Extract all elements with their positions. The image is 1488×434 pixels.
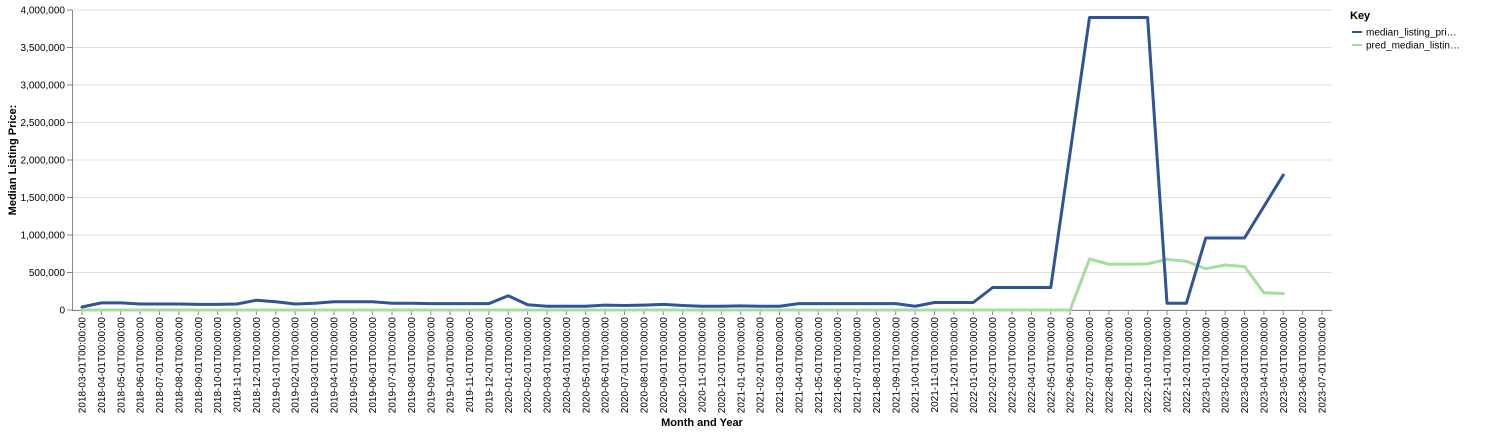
legend-title: Key: [1350, 10, 1371, 22]
x-tick-label: 2020-02-01T00:00:00: [523, 317, 534, 414]
legend: Key median_listing_pri… pred_median_listi…: [1350, 10, 1460, 52]
y-tick-label: 3,000,000: [21, 81, 66, 92]
x-tick-label: 2022-05-01T00:00:00: [1046, 317, 1057, 414]
x-tick-label: 2021-08-01T00:00:00: [872, 317, 883, 414]
y-tick-label: 500,000: [29, 268, 66, 279]
x-tick-label: 2023-07-01T00:00:00: [1318, 317, 1329, 414]
x-tick-label: 2018-12-01T00:00:00: [252, 317, 263, 414]
y-tick-label: 2,500,000: [21, 118, 66, 129]
x-tick-label: 2020-06-01T00:00:00: [601, 317, 612, 414]
series-line-median-listing-price: [80, 16, 1285, 309]
x-tick-label: 2020-09-01T00:00:00: [659, 317, 670, 414]
y-tick-label: 0: [59, 306, 65, 317]
x-tick-label: 2022-10-01T00:00:00: [1143, 317, 1154, 414]
x-tick-label: 2022-06-01T00:00:00: [1066, 317, 1077, 414]
x-tick-label: 2021-12-01T00:00:00: [949, 317, 960, 414]
x-tick-label: 2022-03-01T00:00:00: [1008, 317, 1019, 414]
x-tick-label: 2020-05-01T00:00:00: [581, 317, 592, 414]
x-tick-label: 2019-02-01T00:00:00: [291, 317, 302, 414]
x-tick-label: 2021-06-01T00:00:00: [833, 317, 844, 414]
y-axis-title: Median Listing Price:: [7, 105, 19, 216]
y-tick-label: 1,500,000: [21, 193, 66, 204]
x-tick-label: 2020-07-01T00:00:00: [620, 317, 631, 414]
x-tick-label: 2018-05-01T00:00:00: [116, 317, 127, 414]
x-tick-label: 2019-06-01T00:00:00: [368, 317, 379, 414]
series-layer: [80, 16, 1285, 312]
legend-label: pred_median_listin…: [1366, 41, 1460, 52]
series-line-pred-median-listing-price: [80, 257, 1285, 312]
x-tick-label: 2022-07-01T00:00:00: [1085, 317, 1096, 414]
x-tick-label: 2018-10-01T00:00:00: [213, 317, 224, 414]
x-tick-label: 2019-11-01T00:00:00: [465, 317, 476, 413]
x-tick-label: 2022-11-01T00:00:00: [1163, 317, 1174, 413]
x-tick-label: 2021-02-01T00:00:00: [756, 317, 767, 414]
x-tick-label: 2022-04-01T00:00:00: [1027, 317, 1038, 414]
x-tick-label: 2020-11-01T00:00:00: [698, 317, 709, 413]
x-tick-label: 2018-09-01T00:00:00: [194, 317, 205, 414]
x-tick-label: 2019-08-01T00:00:00: [407, 317, 418, 414]
x-tick-label: 2021-03-01T00:00:00: [775, 317, 786, 414]
y-tick-label: 3,500,000: [21, 43, 66, 54]
x-tick-label: 2018-04-01T00:00:00: [97, 317, 108, 414]
x-tick-label: 2020-10-01T00:00:00: [678, 317, 689, 414]
x-tick-label: 2023-03-01T00:00:00: [1240, 317, 1251, 414]
x-tick-label: 2019-07-01T00:00:00: [388, 317, 399, 414]
x-tick-label: 2019-10-01T00:00:00: [446, 317, 457, 414]
x-tick-label: 2021-01-01T00:00:00: [736, 317, 747, 414]
x-tick-label: 2018-11-01T00:00:00: [233, 317, 244, 413]
x-tick-label: 2018-07-01T00:00:00: [155, 317, 166, 414]
x-tick-label: 2019-01-01T00:00:00: [271, 317, 282, 414]
x-axis-ticks: 2018-03-01T00:00:00 2018-04-01T00:00:00 20…: [78, 310, 1329, 413]
y-tick-label: 1,000,000: [21, 231, 66, 242]
x-tick-label: 2021-09-01T00:00:00: [891, 317, 902, 414]
x-tick-label: 2022-02-01T00:00:00: [988, 317, 999, 414]
x-tick-label: 2020-04-01T00:00:00: [562, 317, 573, 414]
x-tick-label: 2019-04-01T00:00:00: [329, 317, 340, 414]
x-tick-label: 2023-04-01T00:00:00: [1259, 317, 1270, 414]
x-tick-label: 2021-10-01T00:00:00: [911, 317, 922, 414]
x-tick-label: 2022-09-01T00:00:00: [1124, 317, 1135, 414]
x-tick-label: 2021-11-01T00:00:00: [930, 317, 941, 413]
y-tick-label: 4,000,000: [21, 6, 66, 17]
x-tick-label: 2018-08-01T00:00:00: [174, 317, 185, 414]
y-gridlines: [72, 9, 1332, 311]
x-tick-label: 2023-01-01T00:00:00: [1201, 317, 1212, 414]
x-tick-label: 2019-03-01T00:00:00: [310, 317, 321, 414]
x-tick-label: 2021-05-01T00:00:00: [814, 317, 825, 414]
legend-label: median_listing_pri…: [1366, 28, 1457, 39]
x-tick-label: 2022-01-01T00:00:00: [969, 317, 980, 414]
x-axis-title: Month and Year: [661, 417, 743, 429]
x-tick-label: 2021-04-01T00:00:00: [794, 317, 805, 414]
x-tick-label: 2018-06-01T00:00:00: [136, 317, 147, 414]
x-tick-label: 2022-08-01T00:00:00: [1104, 317, 1115, 414]
x-tick-label: 2019-05-01T00:00:00: [349, 317, 360, 414]
x-tick-label: 2020-03-01T00:00:00: [543, 317, 554, 414]
x-tick-label: 2018-03-01T00:00:00: [78, 317, 89, 414]
x-tick-label: 2020-01-01T00:00:00: [504, 317, 515, 414]
x-tick-label: 2020-12-01T00:00:00: [717, 317, 728, 414]
x-tick-label: 2023-02-01T00:00:00: [1221, 317, 1232, 414]
x-tick-label: 2021-07-01T00:00:00: [853, 317, 864, 414]
x-tick-label: 2022-12-01T00:00:00: [1182, 317, 1193, 414]
x-tick-label: 2023-05-01T00:00:00: [1279, 317, 1290, 414]
y-tick-label: 2,000,000: [21, 156, 66, 167]
x-tick-label: 2020-08-01T00:00:00: [639, 317, 650, 414]
x-tick-label: 2019-09-01T00:00:00: [426, 317, 437, 414]
x-tick-label: 2019-12-01T00:00:00: [484, 317, 495, 414]
y-axis-ticks: 0 500,000 1,000,000 1,500,000 2,000,000 2,500…: [21, 6, 72, 317]
x-tick-label: 2023-06-01T00:00:00: [1298, 317, 1309, 414]
